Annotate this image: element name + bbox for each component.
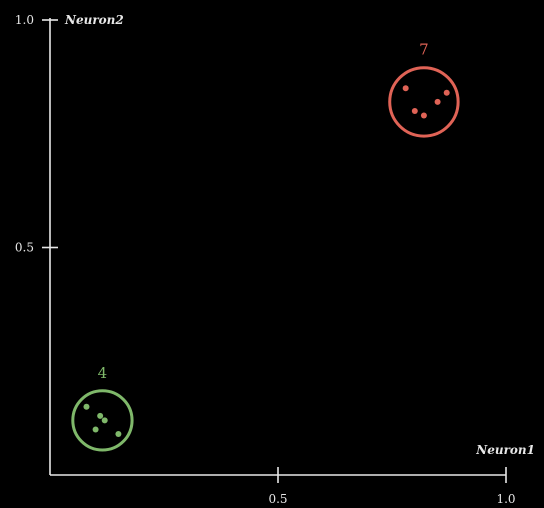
data-point [434, 98, 441, 105]
data-point [443, 89, 450, 96]
cluster-4: 4 [71, 364, 134, 452]
cluster-7: 7 [388, 41, 460, 138]
data-point [411, 108, 418, 114]
cluster-circle [388, 66, 460, 138]
data-point [83, 403, 90, 410]
cluster-circle [71, 389, 134, 452]
data-point [92, 426, 99, 433]
y-tick-label: 0.5 [15, 241, 34, 255]
data-point [97, 412, 104, 419]
clusters: 47 [71, 41, 460, 452]
x-axis-label: Neuron1 [475, 443, 535, 457]
y-tick-label: 1.0 [15, 13, 34, 27]
x-tick-label: 0.5 [268, 492, 287, 506]
data-point [402, 85, 409, 92]
data-point [101, 417, 108, 424]
y-axis-label: Neuron2 [64, 13, 124, 27]
x-tick-label: 1.0 [496, 492, 515, 506]
axis-ticks: 0.5 1.0 0.5 1.0 [15, 13, 516, 506]
cluster-label: 4 [98, 364, 108, 382]
cluster-label: 7 [419, 41, 429, 59]
data-point [420, 112, 427, 119]
data-point [115, 431, 122, 438]
